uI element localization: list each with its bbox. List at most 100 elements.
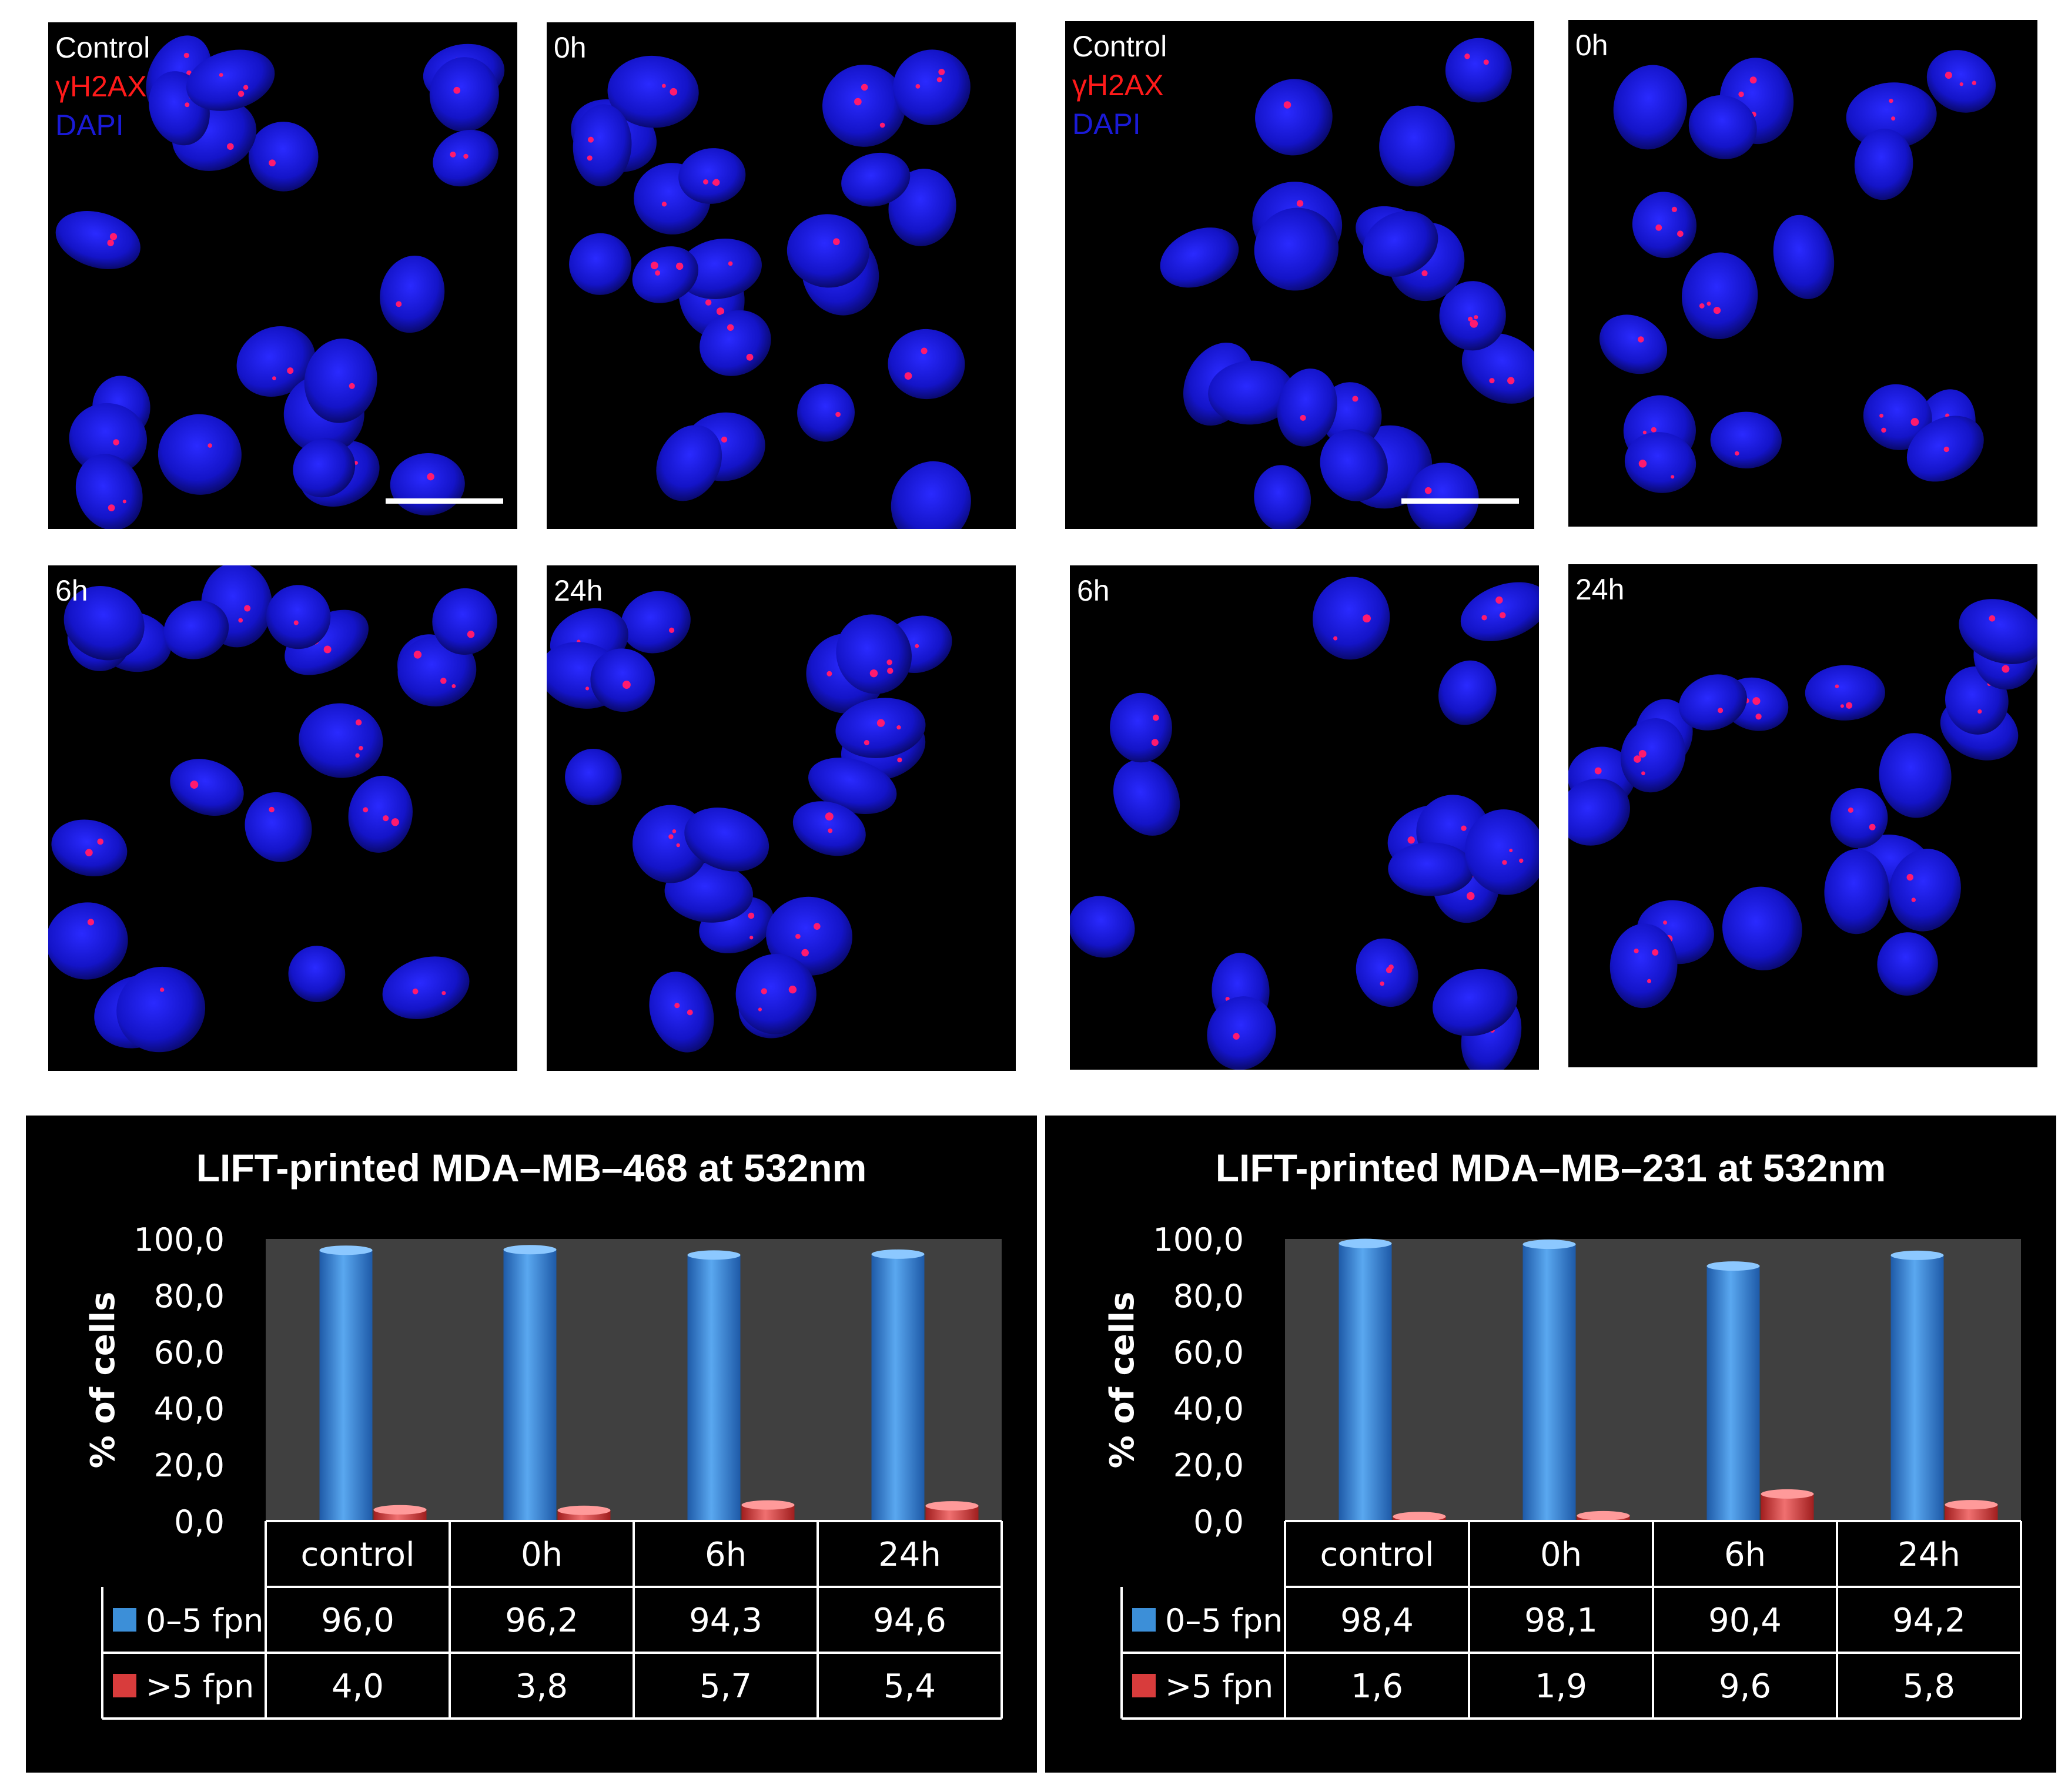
table-cell: 96,2 <box>505 1602 578 1640</box>
focus <box>833 238 840 246</box>
focus <box>1943 446 1949 453</box>
bar-cap <box>1945 1500 1998 1510</box>
focus <box>1638 460 1647 468</box>
focus <box>1699 303 1705 309</box>
focus <box>355 719 362 726</box>
chart-panel-mda-mb-231: LIFT-printed MDA–MB–231 at 532nm 0,0 20,0 4… <box>1045 1116 2056 1773</box>
focus <box>1495 596 1503 604</box>
y-tick-label: 40,0 <box>1173 1391 1244 1428</box>
nucleus <box>1254 207 1339 291</box>
focus <box>887 668 894 674</box>
focus <box>869 669 878 678</box>
focus <box>185 102 190 108</box>
nucleus <box>1722 886 1802 971</box>
focus <box>670 88 678 96</box>
nucleus <box>1863 384 1932 450</box>
nucleus <box>1773 215 1835 299</box>
focus <box>391 818 399 826</box>
focus <box>1713 306 1721 314</box>
table-cell: 94,6 <box>873 1602 946 1640</box>
focus <box>835 411 841 417</box>
focus <box>1233 1033 1240 1040</box>
nucleus <box>1160 227 1239 288</box>
micrograph-left-control: Control γH2AX DAPI <box>48 22 517 529</box>
series-label: >5 fpn <box>146 1668 254 1705</box>
nucleus <box>1830 788 1888 849</box>
focus <box>1735 451 1739 456</box>
nucleus <box>1926 50 1996 113</box>
focus <box>721 436 728 443</box>
focus <box>1481 615 1487 621</box>
category-label: 24h <box>1898 1536 1960 1574</box>
category-label: control <box>1320 1536 1434 1574</box>
nucleus <box>1710 411 1782 468</box>
focus <box>1906 873 1913 881</box>
focus <box>108 504 115 511</box>
focus <box>1881 427 1886 433</box>
bar-cap <box>1338 1238 1392 1248</box>
data-table: control 0h 6h 24h 0–5 fpn 96,0 96,2 94,3 94,6 >5 … <box>101 1520 1003 1720</box>
focus <box>904 372 912 380</box>
chart-title: LIFT-printed MDA–MB–231 at 532nm <box>1216 1146 1886 1190</box>
nucleus <box>684 808 769 872</box>
focus <box>87 919 95 926</box>
focus <box>879 122 885 128</box>
bar-cap <box>1393 1512 1446 1522</box>
nucleus <box>1113 759 1180 836</box>
panel-label-24h: 24h <box>1575 573 1625 606</box>
focus <box>1470 320 1478 328</box>
focus <box>2002 665 2010 673</box>
nucleus <box>158 414 242 495</box>
nucleus <box>116 966 206 1053</box>
data-table: control 0h 6h 24h 0–5 fpn 98,4 98,1 90,4 94,2 >5 … <box>1120 1520 2022 1720</box>
scale-bar <box>1401 498 1519 504</box>
nucleus <box>1460 582 1539 641</box>
focus <box>1846 702 1853 709</box>
nucleus <box>1879 733 1952 818</box>
focus <box>1749 76 1757 84</box>
legend-swatch <box>113 1608 136 1632</box>
focus <box>1519 858 1524 863</box>
focus <box>451 684 456 688</box>
focus <box>1507 377 1515 384</box>
focus <box>1910 418 1919 426</box>
nucleus <box>1959 599 2037 664</box>
series-label: 0–5 fpn <box>146 1602 263 1639</box>
focus <box>1474 315 1478 320</box>
focus <box>243 85 249 91</box>
table-cell: 90,4 <box>1708 1602 1782 1640</box>
table-cell: 5,7 <box>700 1667 752 1706</box>
focus <box>160 987 165 992</box>
focus <box>1634 948 1639 954</box>
y-tick-label: 80,0 <box>154 1278 225 1315</box>
micrograph-left-6h: 6h <box>48 565 517 1071</box>
focus <box>585 686 590 691</box>
nucleus <box>677 238 762 299</box>
nucleus <box>1461 333 1534 404</box>
micrograph-right-0h: 0h <box>1568 20 2037 527</box>
focus <box>588 136 594 143</box>
focus <box>1502 860 1507 865</box>
focus <box>238 618 243 623</box>
focus <box>1835 684 1839 689</box>
bar-chart-mda-mb-468: LIFT-printed MDA–MB–468 at 532nm 0,0 20,0 4… <box>84 1146 1003 1720</box>
focus <box>183 52 189 58</box>
focus <box>814 923 821 930</box>
focus <box>85 849 93 857</box>
table-cell: 4,0 <box>332 1667 384 1706</box>
nucleus <box>893 49 971 125</box>
nucleus <box>841 152 911 207</box>
nucleus <box>607 55 699 128</box>
nucleus <box>55 211 140 269</box>
focus <box>915 644 919 648</box>
focus <box>1296 200 1304 207</box>
bar-cap <box>503 1245 557 1255</box>
focus <box>921 347 928 354</box>
focus <box>427 473 434 481</box>
nucleus <box>1609 923 1678 1009</box>
focus <box>896 725 901 730</box>
chart-title: LIFT-printed MDA–MB–468 at 532nm <box>196 1146 867 1190</box>
focus <box>1352 396 1358 402</box>
scale-bar <box>386 498 503 504</box>
table-cell: 9,6 <box>1719 1667 1771 1706</box>
